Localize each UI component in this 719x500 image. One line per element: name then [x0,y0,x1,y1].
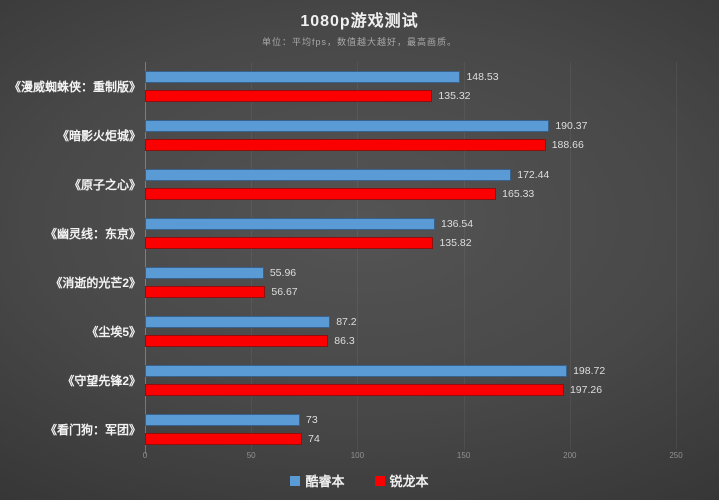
value-label: 87.2 [336,316,357,328]
bar-酷睿本 [145,316,331,328]
bar-锐龙本 [145,237,434,249]
category-label: 《守望先锋2》 [62,374,141,388]
chart-subtitle: 单位：平均fps，数值越大越好，最高画质。 [261,37,457,47]
bar-line: 198.72 [145,365,676,377]
bar-酷睿本 [145,218,435,230]
value-label: 74 [308,433,320,445]
value-label: 56.67 [271,286,298,298]
bar-锐龙本 [145,335,329,347]
category-label: 《看门狗：军团》 [44,423,141,437]
legend-item: 酷睿本 [290,471,345,490]
bar-酷睿本 [145,169,512,181]
bar-pair: 148.53 135.32 [145,71,676,102]
bar-line: 190.37 [145,120,676,132]
chart-title: 1080p游戏测试 [300,13,419,30]
category-label: 《幽灵线：东京》 [44,227,141,241]
bar-line: 56.67 [145,286,676,298]
legend: 酷睿本 锐龙本 [0,471,719,490]
bar-line: 136.54 [145,218,676,230]
bar-line: 188.66 [145,139,676,151]
bar-line: 86.3 [145,335,676,347]
bar-line: 135.32 [145,90,676,102]
value-label: 55.96 [269,267,297,279]
value-label: 190.37 [555,120,588,132]
bar-group: 《尘埃5》 87.2 86.3 [0,307,719,356]
bar-line: 197.26 [145,384,676,396]
bar-pair: 73 74 [145,414,676,445]
bar-line: 87.2 [145,316,676,328]
value-label: 135.82 [439,237,472,249]
legend-swatch-icon [290,475,301,486]
legend-label: 锐龙本 [389,474,429,489]
value-label: 86.3 [334,335,355,347]
bar-锐龙本 [145,90,433,102]
category-label: 《原子之心》 [68,178,141,192]
legend-label: 酷睿本 [305,474,345,489]
bar-line: 55.96 [145,267,676,279]
category-label: 《漫威蜘蛛侠：重制版》 [8,80,141,94]
bar-pair: 172.44 165.33 [145,169,676,200]
value-label: 197.26 [569,384,603,396]
bar-酷睿本 [145,120,550,132]
legend-item: 锐龙本 [374,471,429,490]
bar-锐龙本 [145,286,266,298]
value-label: 198.72 [573,365,606,377]
category-label: 《消逝的光芒2》 [50,276,141,290]
x-tick-label: 250 [669,451,683,460]
bar-锐龙本 [145,433,303,445]
x-tick-label: 150 [456,451,471,460]
value-label: 165.33 [502,188,535,200]
bar-line: 172.44 [145,169,676,181]
bar-group: 《守望先锋2》 198.72 197.26 [0,356,719,405]
bar-锐龙本 [145,139,546,151]
x-tick-label: 200 [563,451,577,460]
x-axis-tick-labels: 0 50 100 150 200 250 [142,451,683,463]
value-label: 188.66 [551,139,584,151]
bar-锐龙本 [145,384,564,396]
value-label: 136.54 [441,218,474,230]
x-tick-label: 0 [142,451,148,460]
bar-group: 《暗影火炬城》 190.37 188.66 [0,111,719,160]
value-label: 135.32 [438,90,471,102]
bar-pair: 190.37 188.66 [145,120,676,151]
bar-group: 《漫威蜘蛛侠：重制版》 148.53 135.32 [0,62,719,111]
bar-group: 《看门狗：军团》 73 74 [0,405,719,454]
value-label: 73 [306,414,318,426]
category-label: 《尘埃5》 [86,325,141,339]
legend-swatch-icon [374,475,385,486]
x-tick-label: 100 [350,451,365,460]
bar-酷睿本 [145,71,461,83]
bar-锐龙本 [145,188,497,200]
bar-pair: 198.72 197.26 [145,365,676,396]
value-label: 148.53 [466,71,499,83]
bar-group: 《幽灵线：东京》 136.54 135.82 [0,209,719,258]
bar-pair: 55.96 56.67 [145,267,676,298]
x-tick-label: 50 [246,451,256,460]
bar-group: 《消逝的光芒2》 55.96 56.67 [0,258,719,307]
bar-line: 74 [145,433,676,445]
category-label: 《暗影火炬城》 [56,129,141,143]
bar-line: 148.53 [145,71,676,83]
bar-line: 73 [145,414,676,426]
bar-酷睿本 [145,414,301,426]
bar-酷睿本 [145,365,568,377]
bar-line: 135.82 [145,237,676,249]
bar-groups: 《漫威蜘蛛侠：重制版》 148.53 135.32 《暗影火炬城》 190.37 188.… [0,62,719,454]
bar-group: 《原子之心》 172.44 165.33 [0,160,719,209]
bar-酷睿本 [145,267,264,279]
chart-header: 1080p游戏测试 单位：平均fps，数值越大越好，最高画质。 [0,7,719,48]
bar-pair: 136.54 135.82 [145,218,676,249]
bar-pair: 87.2 86.3 [145,316,676,347]
value-label: 172.44 [517,169,550,181]
bar-line: 165.33 [145,188,676,200]
